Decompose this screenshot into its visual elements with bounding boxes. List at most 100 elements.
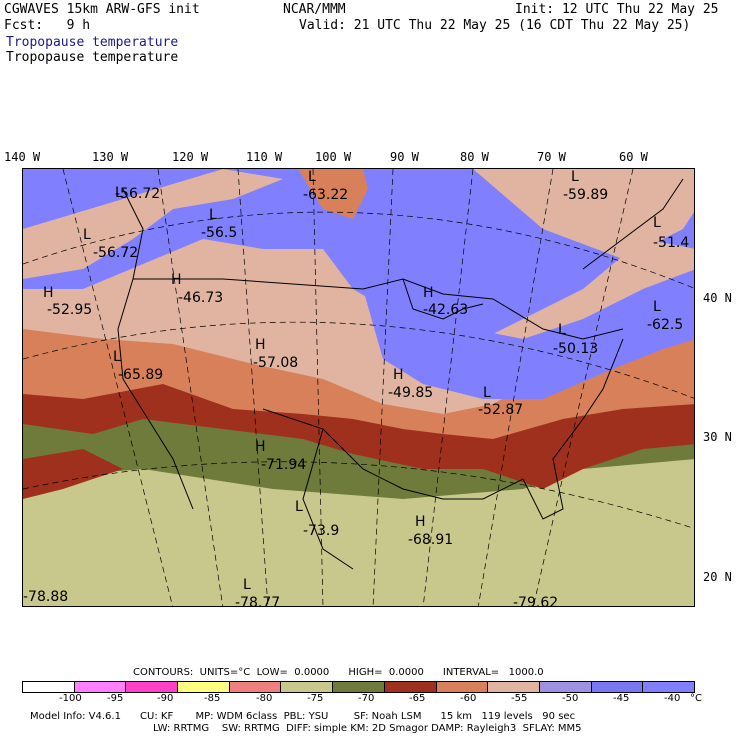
extremum-mark: H	[43, 285, 54, 301]
extremum-value: -63.22	[303, 187, 348, 203]
center-name: NCAR/MMM	[283, 2, 346, 17]
lon-label: 90 W	[390, 150, 419, 164]
band-minus-70	[23, 449, 123, 499]
extrema-labels: L -56.72 L -56.72 L -56.5 L -63.22 L -59…	[23, 169, 689, 607]
extremum-mark: L	[243, 577, 251, 593]
forecast-hour: Fcst: 9 h	[4, 18, 91, 33]
legend-swatch	[591, 682, 644, 692]
legend-swatch	[333, 682, 385, 692]
model-title: CGWAVES 15km ARW-GFS init	[4, 2, 200, 17]
lon-label: 60 W	[619, 150, 648, 164]
lat-label: 40 N	[703, 291, 732, 305]
extremum-value: -68.91	[408, 532, 453, 548]
legend-tick: -95	[107, 693, 124, 704]
extremum-mark: L	[115, 185, 123, 201]
legend-swatch	[23, 682, 75, 692]
legend-swatch	[436, 682, 489, 692]
extremum-mark: L	[558, 322, 566, 338]
extremum-value: -56.5	[201, 225, 237, 241]
field-title-1: Tropopause temperature	[6, 35, 179, 50]
legend-tick: -50	[562, 693, 579, 704]
model-info-line1: Model Info: V4.6.1 CU: KF MP: WDM 6class…	[30, 711, 576, 722]
valid-time: Valid: 21 UTC Thu 22 May 25 (16 CDT Thu …	[299, 18, 691, 33]
extremum-value: -73.9	[303, 523, 339, 539]
extremum-value: -51.4	[653, 235, 689, 251]
legend-swatch	[281, 682, 334, 692]
band-minus-55-northeast	[473, 169, 694, 259]
legend-tick: -65	[409, 693, 426, 704]
lon-label: 120 W	[172, 150, 209, 164]
extremum-mark: H	[415, 514, 426, 530]
extremum-value: -59.89	[563, 187, 608, 203]
extremum-value: -49.85	[388, 385, 433, 401]
legend-swatch	[539, 682, 592, 692]
model-info-line2: LW: RRTMG SW: RRTMG DIFF: simple KM: 2D …	[153, 723, 582, 734]
legend-tick: -100	[59, 693, 82, 704]
lon-label: 130 W	[92, 150, 129, 164]
legend-swatch	[126, 682, 179, 692]
legend-swatch	[74, 682, 127, 692]
extremum-mark: H	[255, 337, 266, 353]
legend-tick: -40	[664, 693, 681, 704]
extremum-mark: L	[113, 349, 121, 365]
extremum-mark: L	[209, 207, 217, 223]
extremum-value: -78.77	[235, 595, 280, 607]
extremum-mark: L	[83, 227, 91, 243]
band-minus-55-west	[23, 169, 283, 279]
lon-label: 140 W	[4, 150, 41, 164]
legend-tick: -85	[204, 693, 221, 704]
init-time: Init: 12 UTC Thu 22 May 25	[515, 2, 719, 17]
legend-tick: -75	[307, 693, 324, 704]
extremum-value: -50.13	[553, 341, 598, 357]
lon-label: 110 W	[246, 150, 283, 164]
extremum-value: -78.88	[23, 589, 68, 605]
extremum-mark: L	[653, 215, 661, 231]
band-minus-60-north	[298, 169, 368, 219]
legend-tick: -55	[511, 693, 528, 704]
tropopause-temperature-map: L -56.72 L -56.72 L -56.5 L -63.22 L -59…	[23, 169, 694, 607]
extremum-mark: H	[171, 272, 182, 288]
lat-label: 30 N	[703, 430, 732, 444]
extremum-mark: L	[295, 499, 303, 515]
extremum-value: -57.08	[253, 355, 298, 371]
extremum-value: -71.94	[261, 457, 306, 473]
lon-label: 100 W	[315, 150, 352, 164]
coastlines	[117, 178, 684, 570]
legend-swatch	[643, 682, 694, 692]
extremum-mark: H	[423, 285, 434, 301]
extremum-value: -46.73	[178, 290, 223, 306]
graticule	[23, 169, 694, 606]
extremum-value: -65.89	[118, 367, 163, 383]
legend-swatch	[384, 682, 437, 692]
lat-label: 20 N	[703, 570, 732, 584]
legend-swatch	[488, 682, 540, 692]
color-legend	[22, 681, 695, 693]
legend-tick: -60	[460, 693, 477, 704]
extremum-value: -62.5	[647, 317, 683, 333]
extremum-mark: L	[483, 385, 491, 401]
legend-tick: -70	[358, 693, 375, 704]
extremum-mark: L	[653, 299, 661, 315]
legend-tick: -90	[157, 693, 174, 704]
band-minus-45-east	[363, 269, 694, 399]
extremum-value: -56.72	[93, 245, 138, 261]
contour-info: CONTOURS: UNITS=°C LOW= 0.0000 HIGH= 0.0…	[133, 667, 544, 678]
lon-label: 80 W	[460, 150, 489, 164]
legend-swatch	[229, 682, 282, 692]
extremum-value: -52.87	[478, 402, 523, 418]
legend-unit: °C	[690, 693, 702, 704]
map-panel: L -56.72 L -56.72 L -56.5 L -63.22 L -59…	[22, 168, 695, 607]
extremum-value: -42.63	[423, 302, 468, 318]
lon-label: 70 W	[537, 150, 566, 164]
extremum-value: -52.95	[47, 302, 92, 318]
extremum-mark: H	[255, 439, 266, 455]
field-title-2: Tropopause temperature	[6, 50, 179, 65]
extremum-mark: H	[393, 367, 404, 383]
extremum-mark: L	[571, 169, 579, 185]
legend-tick: -80	[256, 693, 273, 704]
legend-tick: -45	[613, 693, 630, 704]
extremum-value: -56.72	[115, 186, 160, 202]
extremum-value: -79.62	[513, 595, 558, 607]
extremum-mark: L	[308, 169, 316, 185]
legend-swatch	[178, 682, 230, 692]
